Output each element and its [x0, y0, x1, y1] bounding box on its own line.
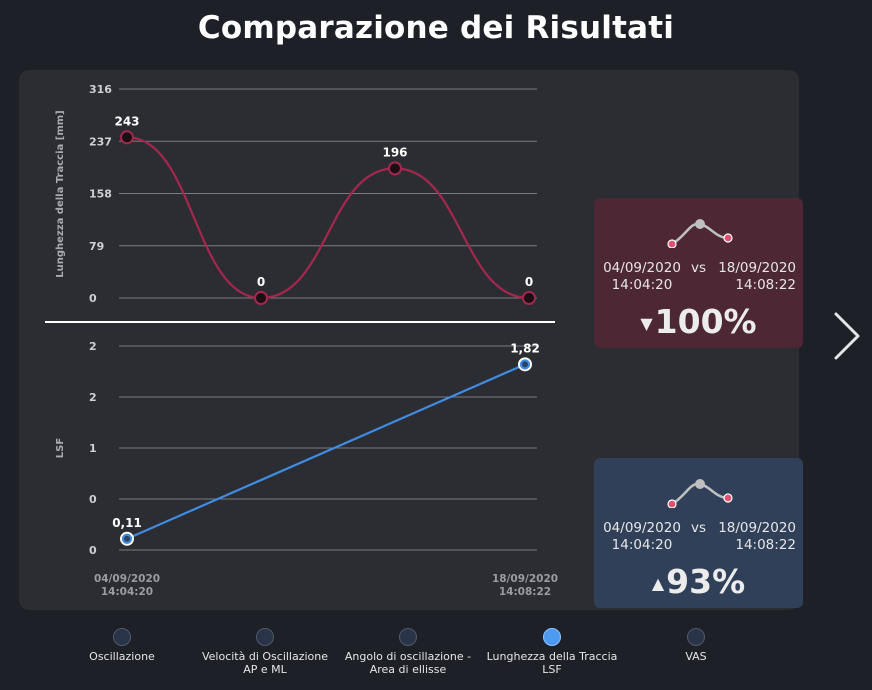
comparison-card-lsf: 04/09/2020 14:04:20 vs 18/09/2020 14:08:22… [594, 458, 803, 608]
nav-item-vas[interactable]: VAS [626, 628, 766, 663]
data-point [520, 359, 530, 370]
arrow-down-icon: ▼ [640, 314, 653, 333]
card-vs: vs [691, 260, 707, 276]
y-tick-label: 0 [89, 544, 97, 557]
y-tick-label: 2 [89, 340, 97, 353]
series-line [126, 363, 526, 540]
x-tick-label: 04/09/2020 [94, 573, 160, 585]
chevron-right-icon[interactable] [830, 308, 864, 364]
data-point [388, 161, 402, 176]
y-tick-label: 1 [89, 442, 97, 455]
data-point [522, 291, 536, 305]
nav-label: Angolo di oscillazione - Area di ellisse [344, 650, 472, 676]
charts-panel: 316 237 158 79 0 Lunghezza della Traccia [mm]… [19, 70, 803, 610]
data-label: 0 [257, 275, 265, 289]
nav-dot[interactable] [687, 628, 705, 646]
card-time-1: 14:04:20 [611, 277, 673, 293]
nav-item-angolo[interactable]: Angolo di oscillazione - Area di ellisse [338, 628, 478, 676]
card-time-2: 14:08:22 [735, 537, 796, 553]
card-percent: 93% [666, 562, 746, 601]
nav-dot[interactable] [113, 628, 131, 646]
data-label: 243 [114, 114, 139, 128]
y-tick-label: 316 [89, 83, 112, 96]
nav-item-velocita[interactable]: Velocità di Oscillazione AP e ML [195, 628, 335, 676]
card-date-2: 18/09/2020 [718, 260, 796, 276]
nav-dot-active[interactable] [543, 628, 561, 646]
nav-label: Oscillazione [89, 650, 155, 663]
card-date-2: 18/09/2020 [718, 520, 796, 536]
data-point [120, 130, 134, 145]
x-tick-label: 14:04:20 [101, 586, 153, 598]
charts-svg: 316 237 158 79 0 Lunghezza della Traccia [mm]… [45, 83, 558, 598]
y-axis-label: LSF [55, 438, 66, 458]
data-point [254, 291, 268, 305]
y-tick-label: 2 [89, 391, 97, 404]
y-tick-label: 0 [89, 292, 97, 305]
card-time-1: 14:04:20 [611, 537, 673, 553]
y-axis-label: Lunghezza della Traccia [mm] [55, 110, 66, 277]
card-time-2: 14:08:22 [735, 277, 796, 293]
page-title: Comparazione dei Risultati [197, 10, 675, 46]
data-label: 1,82 [510, 341, 540, 355]
y-tick-label: 237 [89, 135, 112, 148]
top-chart: 316 237 158 79 0 Lunghezza della Traccia [mm]… [55, 83, 537, 305]
card-percent: 100% [654, 302, 757, 341]
trend-curve-icon [667, 479, 733, 508]
data-label: 0 [525, 275, 533, 289]
nav-label: Velocità di Oscillazione AP e ML [201, 650, 329, 676]
data-point [122, 533, 132, 544]
data-label: 0,11 [112, 516, 142, 530]
data-label: 196 [382, 145, 407, 159]
card-vs: vs [691, 520, 707, 536]
nav-label: VAS [685, 650, 707, 663]
nav-label: Lunghezza della Traccia LSF [486, 650, 618, 676]
x-tick-label: 18/09/2020 [492, 573, 558, 585]
trend-curve-icon [667, 219, 733, 248]
arrow-up-icon: ▲ [651, 574, 665, 593]
nav-dot[interactable] [399, 628, 417, 646]
nav-item-lunghezza[interactable]: Lunghezza della Traccia LSF [482, 628, 622, 676]
y-tick-label: 0 [89, 493, 97, 506]
chart-navigation: Oscillazione Velocità di Oscillazione AP … [0, 628, 872, 688]
x-tick-label: 14:08:22 [499, 586, 551, 598]
y-tick-label: 79 [89, 240, 104, 253]
comparison-card-length: 04/09/2020 14:04:20 vs 18/09/2020 14:08:22… [594, 198, 803, 348]
card-date-1: 04/09/2020 [603, 260, 681, 276]
y-tick-label: 158 [89, 188, 112, 201]
series-line [126, 136, 530, 300]
nav-item-oscillazione[interactable]: Oscillazione [52, 628, 192, 663]
card-date-1: 04/09/2020 [603, 520, 681, 536]
nav-dot[interactable] [256, 628, 274, 646]
